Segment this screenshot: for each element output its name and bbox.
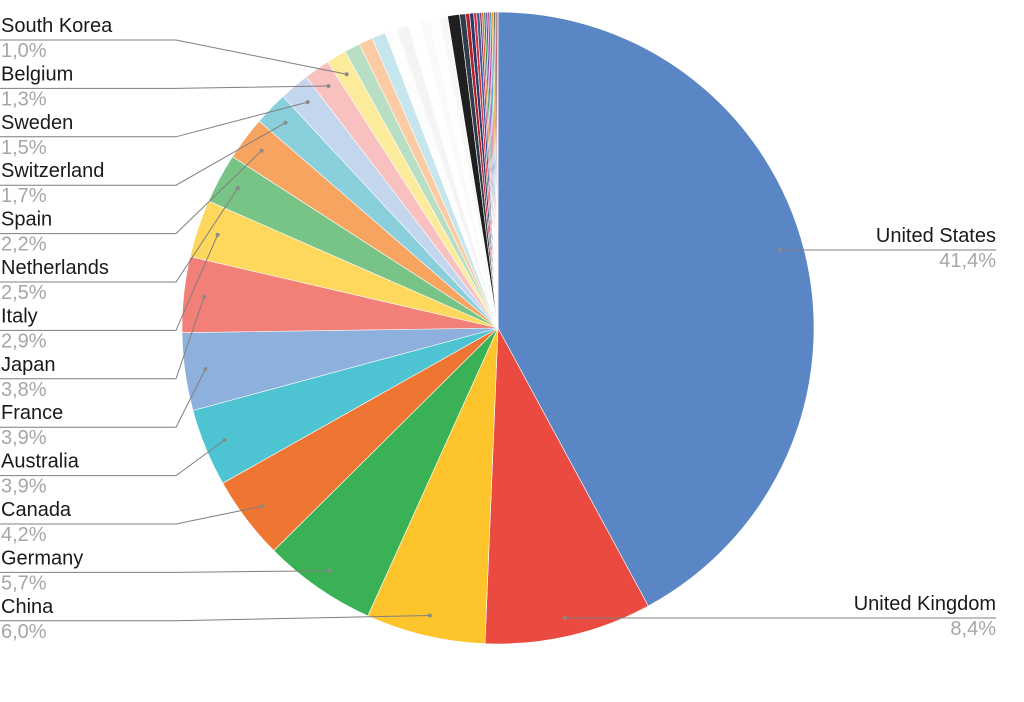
- slice-label-belgium: Belgium: [1, 63, 73, 85]
- slice-value-netherlands: 2,5%: [1, 282, 47, 304]
- leader-dot-france: [203, 367, 208, 372]
- slice-labels: United States 41,4% United Kingdom 8,4% Chin…: [1, 15, 996, 643]
- leader-line-italy: [0, 234, 219, 331]
- slice-value-italy: 2,9%: [1, 330, 47, 352]
- leader-dot-spain: [259, 148, 264, 153]
- leader-line-japan: [0, 296, 205, 380]
- leader-line-germany: [0, 570, 330, 573]
- leader-line-south-korea: [0, 39, 347, 75]
- slice-value-japan: 3,8%: [1, 379, 47, 401]
- leader-dot-switzerland: [283, 120, 288, 125]
- slice-label-south-korea: South Korea: [1, 15, 113, 37]
- leader-line-china: [0, 615, 430, 622]
- slice-value-canada: 4,2%: [1, 524, 47, 546]
- leader-dot-sweden: [305, 100, 310, 105]
- slice-label-spain: Spain: [1, 209, 52, 231]
- leader-dot-belgium: [326, 84, 331, 88]
- slice-value-united-states: 41,4%: [939, 250, 996, 272]
- slice-value-belgium: 1,3%: [1, 88, 47, 110]
- leader-dot-china: [427, 613, 432, 618]
- leader-line-australia: [0, 439, 225, 477]
- slice-label-sweden: Sweden: [1, 112, 73, 134]
- leader-dot-netherlands: [235, 186, 240, 191]
- slice-value-united-kingdom: 8,4%: [950, 618, 996, 640]
- leader-line-switzerland: [0, 122, 286, 186]
- slice-value-australia: 3,9%: [1, 476, 47, 498]
- slice-value-france: 3,9%: [1, 427, 47, 449]
- leader-line-canada: [0, 505, 263, 525]
- slice-value-switzerland: 1,7%: [1, 185, 47, 207]
- slice-value-sweden: 1,5%: [1, 137, 47, 159]
- slice-label-germany: Germany: [1, 547, 83, 569]
- slice-label-italy: Italy: [1, 305, 38, 327]
- slice-value-germany: 5,7%: [1, 572, 47, 594]
- leader-line-sweden: [0, 101, 308, 138]
- pie-slices: [181, 11, 815, 645]
- leader-dot-japan: [202, 294, 207, 299]
- slice-value-china: 6,0%: [1, 621, 47, 643]
- pie-slice-united-kingdom: [484, 326, 649, 645]
- slice-value-spain: 2,2%: [1, 234, 47, 256]
- leader-dot-united-kingdom: [562, 616, 567, 620]
- slice-label-japan: Japan: [1, 354, 56, 376]
- leader-line-spain: [0, 150, 262, 235]
- leader-line-belgium: [0, 85, 329, 89]
- slice-label-switzerland: Switzerland: [1, 160, 104, 182]
- slice-label-netherlands: Netherlands: [1, 257, 109, 279]
- slice-label-france: France: [1, 402, 63, 424]
- leader-dot-italy: [215, 232, 220, 237]
- slice-label-china: China: [1, 596, 54, 618]
- slice-label-canada: Canada: [1, 499, 72, 521]
- pie-slice-united-states: [497, 11, 815, 607]
- slice-label-united-states: United States: [876, 225, 996, 247]
- leader-line-netherlands: [0, 187, 239, 283]
- leader-dot-south-korea: [344, 72, 349, 77]
- leader-dot-united-states: [777, 248, 782, 252]
- leader-dot-germany: [327, 568, 332, 573]
- leader-dot-australia: [222, 438, 227, 442]
- slice-value-south-korea: 1,0%: [1, 40, 47, 62]
- slice-label-united-kingdom: United Kingdom: [854, 593, 996, 615]
- leader-lines: [0, 39, 996, 622]
- leader-dot-canada: [260, 504, 265, 509]
- leader-line-france: [0, 368, 206, 428]
- pie-slice-39: [496, 11, 499, 329]
- slice-label-australia: Australia: [1, 451, 80, 473]
